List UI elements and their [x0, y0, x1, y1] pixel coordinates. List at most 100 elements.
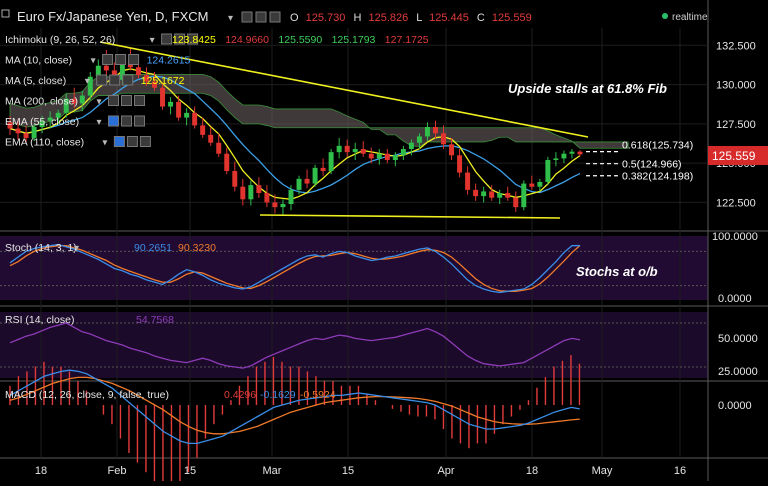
ohlc-o-value: 125.730 [306, 12, 346, 24]
macd-hist-bar [468, 405, 470, 449]
time-axis: 18 Feb 15 Mar 15 Apr 18 May 16 [35, 465, 686, 477]
macd-hist-bar [578, 363, 581, 405]
candles [7, 48, 583, 215]
candle [392, 152, 398, 167]
candle [449, 138, 455, 160]
chevron-down-icon[interactable]: ▾ [91, 56, 96, 67]
candle-body [296, 178, 302, 190]
candle-body [288, 189, 294, 204]
candle-body [95, 65, 101, 77]
indicator-action-icon[interactable] [139, 136, 151, 147]
indicator-value: 124.2615 [147, 55, 191, 67]
candle-body [489, 191, 495, 198]
macd-hist-bar [179, 405, 181, 482]
candle-body [31, 127, 37, 138]
macd-axis-zero: 0.0000 [718, 400, 752, 412]
rsi-axis-50: 50.0000 [718, 333, 758, 345]
chevron-down-icon[interactable]: ▾ [150, 35, 155, 46]
chevron-down-icon[interactable]: ▾ [228, 13, 233, 24]
macd-hist-bar [255, 366, 258, 405]
macd-hist-bar [561, 360, 564, 405]
candle-body [216, 142, 222, 154]
resistance-trendline [99, 41, 589, 138]
candle [489, 185, 495, 201]
chevron-down-icon[interactable]: ▾ [97, 117, 102, 128]
header-action-icons[interactable] [241, 11, 281, 23]
macd-hist-bar [417, 405, 419, 417]
indicator-action-icon[interactable] [108, 95, 119, 106]
indicator-value: 124.9660 [225, 34, 269, 46]
indicator-action-icon[interactable] [122, 74, 134, 86]
candle-body [368, 153, 374, 159]
stoch-legend: Stoch (14, 3, 1) ▾ 90.2651 90.3230 [5, 242, 216, 254]
candle-body [328, 152, 334, 171]
indicator-action-icon[interactable] [109, 74, 121, 86]
chevron-down-icon[interactable]: ▾ [97, 97, 102, 108]
indicator-action-icon[interactable] [128, 54, 140, 65]
indicator-action-icon[interactable] [113, 136, 125, 147]
candle [79, 90, 85, 112]
candle-body [119, 61, 125, 80]
collapse-icon[interactable] [1, 9, 10, 18]
candle [513, 191, 519, 212]
main-annotation: Upside stalls at 61.8% Fib [508, 81, 667, 96]
candle-body [103, 65, 109, 71]
indicator-row[interactable]: EMA (110, close) ▾ [5, 136, 151, 149]
chevron-down-icon[interactable]: ▾ [102, 138, 107, 149]
candle-body [23, 133, 29, 138]
candle-body [208, 134, 214, 143]
indicator-action-icon[interactable] [134, 115, 145, 127]
macd-hist-bar [145, 405, 147, 473]
stoch-axis-bottom: 0.0000 [718, 293, 752, 305]
indicator-action-icon[interactable] [121, 115, 132, 127]
ohlc-h-label: H [353, 12, 361, 24]
indicator-action-icon[interactable] [121, 95, 132, 106]
macd-signal-value: -0.5924 [300, 389, 336, 401]
fib-label: 0.618(125.734) [622, 140, 693, 152]
indicator-row[interactable]: MA (200, close) ▾ [5, 95, 145, 108]
macd-hist-bar [213, 405, 215, 425]
candle-body [473, 189, 479, 197]
macd-hist-bar [493, 405, 496, 434]
macd-signal-line [10, 376, 580, 435]
indicator-action-icon[interactable] [108, 115, 119, 127]
macd-hist-bar [264, 361, 266, 405]
candle [272, 194, 278, 214]
macd-hist-bar [60, 366, 62, 405]
chevron-down-icon[interactable]: ▾ [85, 76, 90, 87]
indicator-action-icon[interactable] [161, 33, 173, 45]
candle-body [569, 151, 575, 154]
indicator-action-icon[interactable] [187, 33, 199, 45]
indicator-action-icon[interactable] [96, 74, 108, 86]
stoch-chevron-icon[interactable]: ▾ [74, 243, 79, 254]
indicator-action-icon[interactable] [126, 136, 138, 147]
indicator-label: MA (5, close) [5, 75, 66, 87]
indicator-action-icon[interactable] [102, 54, 114, 65]
indicator-action-icon[interactable] [115, 54, 127, 65]
candle [192, 106, 198, 129]
indicator-label: MA (200, close) [5, 96, 78, 108]
indicator-action-icon[interactable] [174, 33, 186, 45]
macd-hist-bar [485, 405, 487, 444]
indicator-row[interactable]: Ichimoku (9, 26, 52, 26) ▾ 123.8425 124.966… [5, 33, 429, 46]
macd-hist-bar [272, 357, 275, 405]
candle [208, 127, 214, 146]
price-tick-label: 132.500 [716, 40, 756, 52]
ohlc-c-value: 125.559 [492, 12, 532, 24]
macd-hist-bar [204, 405, 207, 439]
time-tick-label: 16 [674, 465, 686, 477]
macd-hist-bar [238, 385, 241, 405]
indicator-action-icon[interactable] [134, 95, 145, 106]
indicator-legend: Ichimoku (9, 26, 52, 26) ▾ 123.8425 124.966… [5, 33, 429, 149]
time-tick-label: Apr [437, 465, 454, 477]
candle-body [15, 128, 21, 134]
symbol-title[interactable]: Euro Fx/Japanese Yen, D, FXCM [17, 9, 208, 24]
candle [87, 72, 93, 101]
candle-body [256, 185, 262, 193]
indicator-row[interactable]: EMA (55, close) ▾ [5, 115, 145, 128]
indicator-row[interactable]: MA (5, close) ▾ 125.1672 [5, 74, 185, 87]
candle-body [416, 136, 422, 143]
indicator-row[interactable]: MA (10, close) ▾ 124.2615 [5, 54, 191, 67]
candle [521, 180, 527, 211]
